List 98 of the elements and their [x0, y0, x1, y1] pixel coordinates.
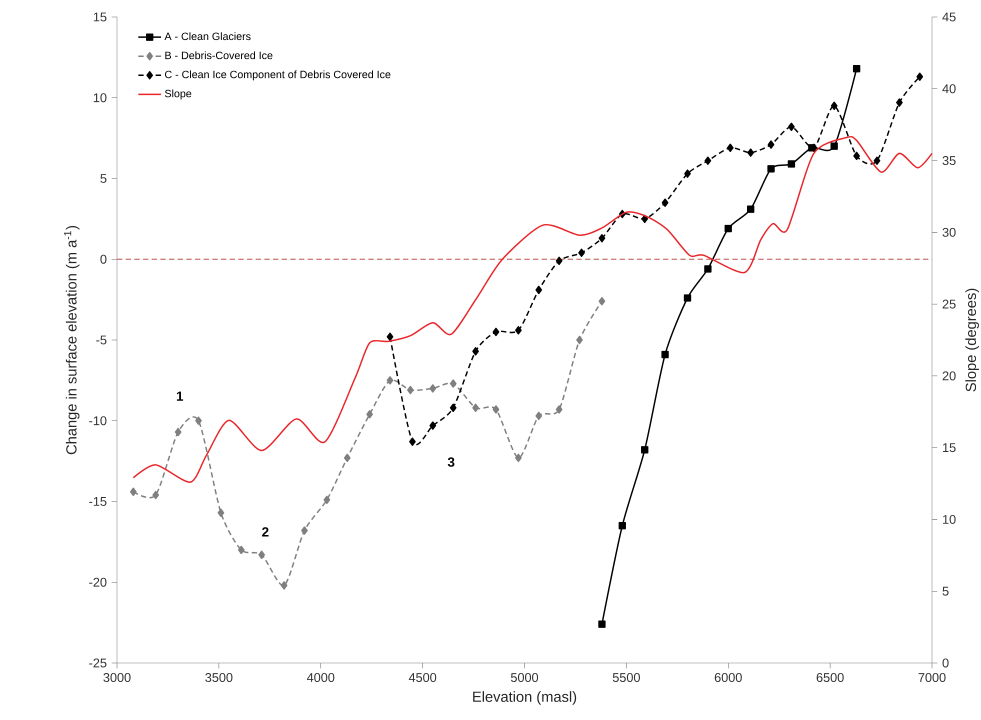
point: [472, 404, 479, 412]
x-tick-label: 3000: [103, 673, 131, 682]
point: [429, 421, 436, 430]
y2-tick-label: 30: [942, 228, 956, 237]
point: [429, 384, 436, 393]
point: [788, 160, 796, 168]
x-tick-label: 5000: [510, 673, 538, 682]
point: [852, 65, 860, 72]
point: [450, 379, 457, 388]
point: [853, 152, 860, 160]
point: [598, 234, 606, 242]
point: [768, 140, 774, 149]
point: [724, 224, 732, 232]
point: [661, 350, 669, 358]
point: [409, 438, 416, 446]
point: [515, 326, 522, 334]
x-tick-label: 4500: [408, 673, 436, 682]
point: [344, 454, 351, 462]
point: [618, 522, 626, 530]
annotation: 2: [262, 527, 269, 536]
y-tick-label: 10: [94, 93, 106, 102]
y-tick-label: 0: [100, 254, 106, 264]
point: [301, 526, 308, 535]
y-tick-label: -25: [89, 658, 106, 668]
y2-tick-label: 40: [942, 84, 956, 94]
point: [684, 294, 692, 302]
x-tick-label: 5500: [612, 673, 640, 682]
point: [598, 297, 606, 306]
y-tick-label: -20: [89, 578, 106, 587]
y-tick-label: -5: [96, 336, 106, 344]
point: [556, 405, 562, 414]
x-axis-title: Elevation (masl): [473, 691, 576, 705]
y-tick-label: 5: [100, 174, 106, 183]
point: [366, 410, 373, 418]
y2-tick-label: 20: [942, 371, 956, 380]
point: [684, 169, 691, 178]
legend-label: A - Clean Glaciers: [164, 32, 251, 40]
point: [238, 546, 245, 554]
y2-tick-label: 45: [942, 12, 956, 22]
point: [641, 446, 648, 454]
x-tick-label: 6500: [816, 673, 844, 682]
point: [472, 347, 479, 356]
y2-tick-label: 5: [942, 586, 949, 596]
x-tick-label: 3500: [205, 673, 232, 682]
x-tick-label: 6000: [714, 673, 742, 682]
y-tick-label: -10: [89, 416, 106, 426]
point: [704, 265, 712, 273]
y2-tick-label: 25: [942, 300, 956, 309]
legend-label: B - Debris-Covered Ice: [165, 51, 272, 60]
point: [598, 620, 606, 628]
point: [450, 404, 457, 412]
point: [874, 156, 880, 165]
annotation: 3: [448, 457, 454, 467]
point: [174, 428, 182, 436]
point: [130, 488, 137, 496]
point: [258, 550, 266, 559]
point: [195, 416, 202, 425]
y2-axis-title: Slope (degrees): [965, 288, 979, 392]
y2-tick-label: 15: [943, 443, 956, 452]
point: [535, 412, 542, 420]
point: [492, 405, 500, 414]
point: [386, 332, 394, 341]
point: [747, 206, 754, 213]
y-tick-label: 15: [94, 12, 106, 22]
point: [152, 490, 160, 500]
point: [704, 156, 712, 165]
point: [788, 122, 795, 132]
y-axis-title: Change in surface elevation (m a$^{-1}$): [64, 226, 80, 454]
point: [641, 214, 648, 224]
y-tick-label: -15: [89, 497, 106, 506]
point: [576, 336, 583, 344]
point: [407, 386, 414, 394]
point: [830, 102, 838, 110]
x-tick-label: 4000: [306, 673, 334, 682]
point: [492, 328, 500, 336]
point: [726, 144, 734, 152]
annotation: 1: [176, 392, 184, 401]
point: [830, 142, 838, 150]
point: [218, 508, 224, 517]
y2-tick-label: 35: [942, 156, 956, 166]
point: [324, 496, 330, 504]
line-series: [132, 136, 933, 483]
point: [747, 148, 754, 157]
point: [896, 98, 903, 107]
y2-tick-label: 10: [943, 514, 956, 524]
point: [662, 198, 668, 207]
x-tick-label: 7000: [918, 673, 946, 682]
y2-tick-label: 0: [942, 658, 949, 668]
point: [767, 165, 775, 172]
point: [515, 454, 522, 462]
point: [916, 72, 924, 81]
point: [280, 581, 288, 590]
point: [386, 376, 394, 385]
legend-label: C - Clean Ice Component of Debris Covered Ice: [165, 70, 390, 80]
legend-label: Slope: [164, 89, 192, 100]
point: [578, 248, 585, 257]
point: [535, 286, 542, 294]
point: [556, 256, 562, 266]
